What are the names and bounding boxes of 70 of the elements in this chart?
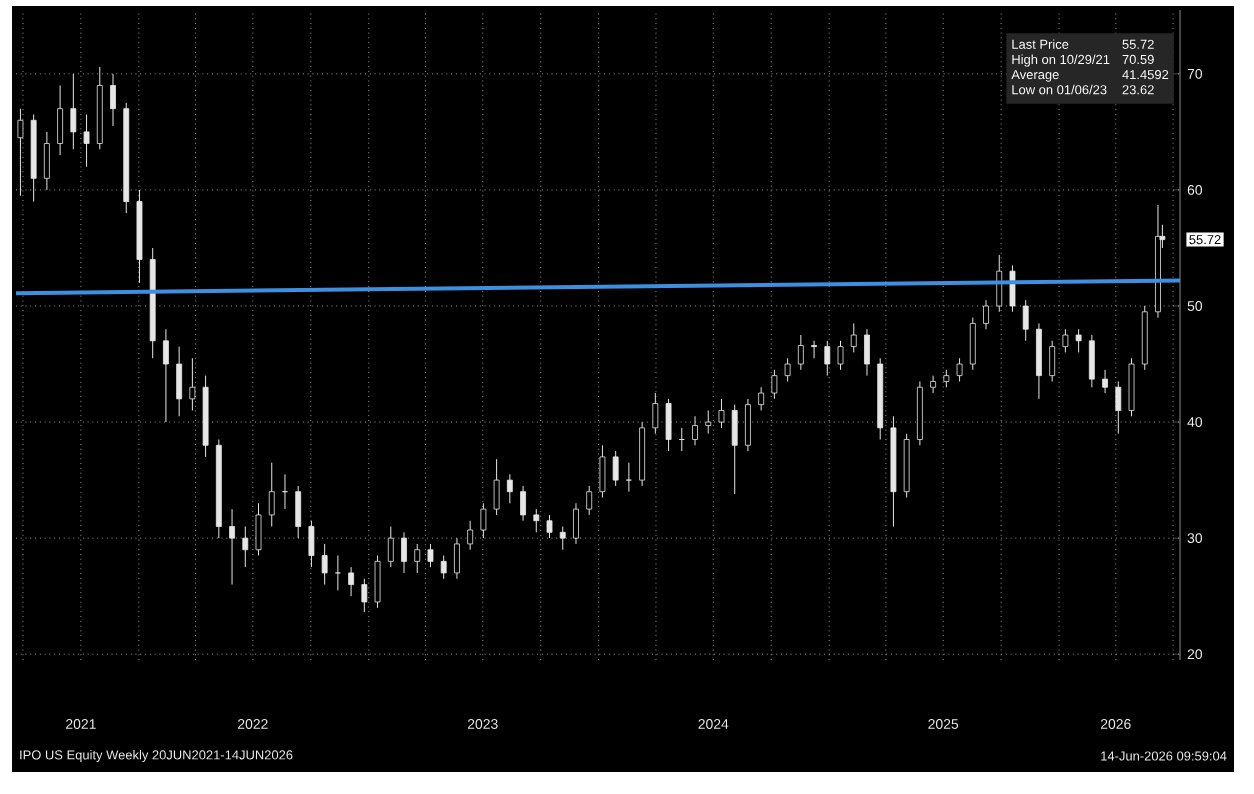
candlestick xyxy=(612,450,619,487)
candlestick xyxy=(401,531,407,574)
candlestick xyxy=(996,254,1003,313)
candlestick xyxy=(467,520,474,551)
candlestick xyxy=(454,537,460,580)
candlestick xyxy=(1102,369,1108,394)
candlestick xyxy=(1088,334,1095,388)
candlestick xyxy=(493,458,500,516)
candlestick xyxy=(348,566,355,597)
candlestick xyxy=(295,485,302,539)
candlestick xyxy=(414,543,421,574)
candlestick xyxy=(520,485,526,522)
candlestick xyxy=(334,555,341,591)
candlestick xyxy=(110,73,116,127)
candlestick xyxy=(163,328,169,423)
candlestick xyxy=(1062,328,1069,353)
candlestick xyxy=(83,113,90,168)
candlestick xyxy=(1009,264,1016,313)
candlestick xyxy=(797,334,804,371)
candlestick xyxy=(1036,322,1042,400)
candlestick xyxy=(1049,340,1056,382)
candlestick xyxy=(784,357,791,382)
candlestick xyxy=(1128,357,1135,417)
candlestick xyxy=(559,526,566,551)
candlestick xyxy=(57,84,64,156)
candlestick xyxy=(771,369,778,400)
candlestick xyxy=(361,578,368,613)
candlestick xyxy=(1115,380,1122,435)
candlestick xyxy=(546,514,553,539)
candlestick xyxy=(758,386,765,411)
candlestick xyxy=(599,444,606,498)
candlestick xyxy=(652,392,659,435)
candlestick xyxy=(43,131,50,191)
candlestick xyxy=(480,502,487,539)
candlestick xyxy=(308,520,315,568)
candlestick xyxy=(731,404,738,495)
candlestick xyxy=(242,526,249,568)
candlestick xyxy=(705,409,712,435)
candlestick xyxy=(811,340,817,359)
candlestick xyxy=(255,502,262,557)
candlestick xyxy=(1075,328,1082,353)
candlestick xyxy=(506,473,513,504)
candlestick xyxy=(850,322,857,353)
candlestick xyxy=(189,357,196,411)
candlestick xyxy=(229,508,235,586)
candlestick xyxy=(427,543,434,568)
candlestick xyxy=(864,328,870,377)
candlestick xyxy=(374,555,381,609)
candlestick xyxy=(718,398,725,429)
candlestick xyxy=(837,340,844,371)
candlestick xyxy=(969,317,976,371)
candlestick xyxy=(625,462,632,493)
candlestick xyxy=(983,299,989,330)
candlestick xyxy=(956,357,963,382)
candlestick xyxy=(745,398,751,452)
candlestick xyxy=(321,543,328,586)
candlestick xyxy=(665,398,672,452)
candlestick xyxy=(17,108,24,197)
candlestick xyxy=(1022,299,1029,342)
candlestick xyxy=(586,485,593,516)
candlestick xyxy=(824,340,831,377)
candlestick xyxy=(692,415,698,446)
candlestick xyxy=(70,73,77,150)
candlestick xyxy=(176,346,183,417)
candlestick xyxy=(930,375,937,394)
candlestick xyxy=(387,526,394,568)
candlestick xyxy=(268,462,275,528)
candlestick xyxy=(440,555,447,580)
candlestick xyxy=(533,508,540,533)
candlestick xyxy=(573,502,579,545)
